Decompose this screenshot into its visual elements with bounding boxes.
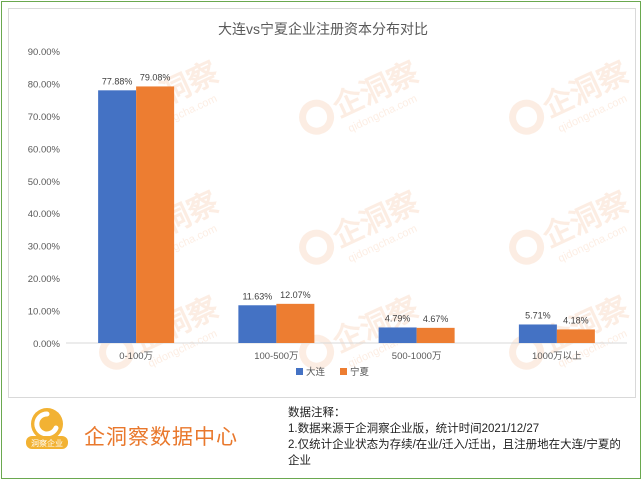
notes-line-1: 1.数据来源于企洞察企业版，统计时间2021/12/27 [288,423,540,435]
legend-label: 宁夏 [350,366,370,378]
brand-logo-icon: 洞察企业 [26,408,68,449]
watermark-logo-icon [509,99,545,135]
bar-data-label: 12.07% [280,290,311,300]
legend-swatch [296,368,303,375]
chart-area: 大连vs宁夏企业注册资本分布对比 企洞察 qidongcha.com 企洞察 qido… [8,8,636,398]
y-tick-label: 80.00% [28,79,61,90]
x-tick-label: 500-1000万 [392,351,442,362]
footer-brand-title: 企洞察数据中心 [84,426,238,449]
y-tick-label: 50.00% [28,177,61,188]
bar-data-label: 4.79% [385,313,411,323]
watermark-logo-icon [299,229,335,265]
legend-swatch [340,368,347,375]
notes-line-2: 2.仅统计企业状态为存续/在业/迁入/迁出，且注册地在大连/宁夏的企业 [288,439,621,467]
bar-data-label: 77.88% [102,76,133,86]
x-tick-label: 1000万以上 [532,351,582,362]
y-tick-label: 0.00% [33,339,60,350]
x-tick-label: 100-500万 [254,351,298,362]
y-tick-label: 60.00% [28,144,61,155]
bar-宁夏 [276,303,315,343]
y-tick-label: 20.00% [28,274,61,285]
bar-大连 [98,90,137,344]
bar-data-label: 4.18% [563,315,589,325]
legend-label: 大连 [306,366,326,378]
bar-宁夏 [416,327,455,343]
bar-data-label: 4.67% [423,314,449,324]
bar-宁夏 [136,86,175,344]
y-tick-label: 40.00% [28,209,61,220]
bar-大连 [518,324,557,343]
y-tick-label: 10.00% [28,307,61,318]
x-tick-label: 0-100万 [119,351,153,362]
watermark-logo-icon [299,99,335,135]
y-tick-label: 30.00% [28,242,61,253]
y-tick-label: 70.00% [28,112,61,123]
chart-title: 大连vs宁夏企业注册资本分布对比 [218,21,428,37]
bar-大连 [378,327,417,343]
bar-大连 [238,305,277,343]
bar-data-label: 79.08% [140,72,171,82]
notes-heading: 数据注释： [288,407,346,419]
bar-data-label: 11.63% [242,291,272,301]
watermark-logo-icon [509,229,545,265]
bar-data-label: 5.71% [525,310,551,320]
y-tick-label: 90.00% [28,47,61,58]
bar-宁夏 [556,329,595,343]
data-notes: 数据注释： 1.数据来源于企洞察企业版，统计时间2021/12/27 2.仅统计… [288,405,628,469]
logo-badge-text: 洞察企业 [31,438,63,448]
